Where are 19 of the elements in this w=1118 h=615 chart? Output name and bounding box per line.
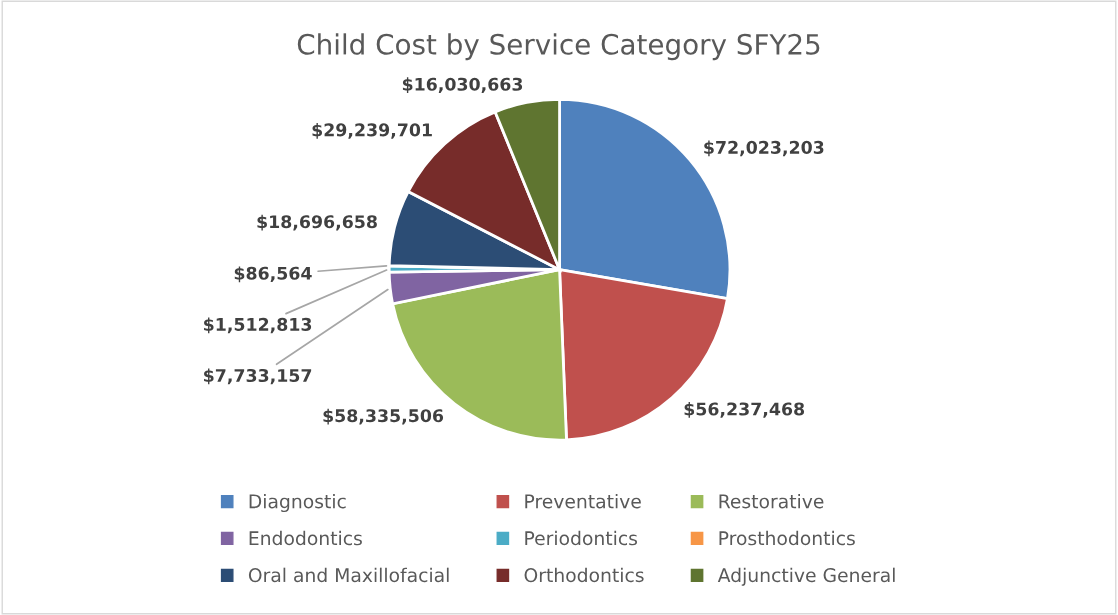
legend-label: Orthodontics (524, 567, 644, 583)
data-label: $29,239,701 (312, 123, 432, 139)
data-label: $86,564 (234, 266, 312, 283)
data-label: $72,023,203 (704, 140, 824, 157)
data-label: $56,237,468 (684, 402, 805, 418)
chart-title: Child Cost by Service Category SFY25 (297, 33, 820, 61)
data-label: $58,335,506 (323, 408, 444, 425)
data-label: $18,696,658 (257, 214, 377, 231)
legend-label: Endodontics (249, 530, 362, 546)
legend-label: Periodontics (525, 530, 638, 546)
legend-label: Restorative (719, 493, 824, 509)
legend-label: Preventative (525, 493, 641, 509)
data-label: $16,030,663 (402, 77, 523, 94)
legend-label: Diagnostic (249, 493, 346, 513)
legend-label: Adjunctive General (717, 567, 895, 586)
legend-label: Prosthodontics (719, 530, 855, 546)
data-label: $7,733,157 (204, 368, 312, 385)
data-label: $1,512,813 (204, 317, 312, 334)
legend-label: Oral and Maxillofacial (248, 567, 449, 583)
